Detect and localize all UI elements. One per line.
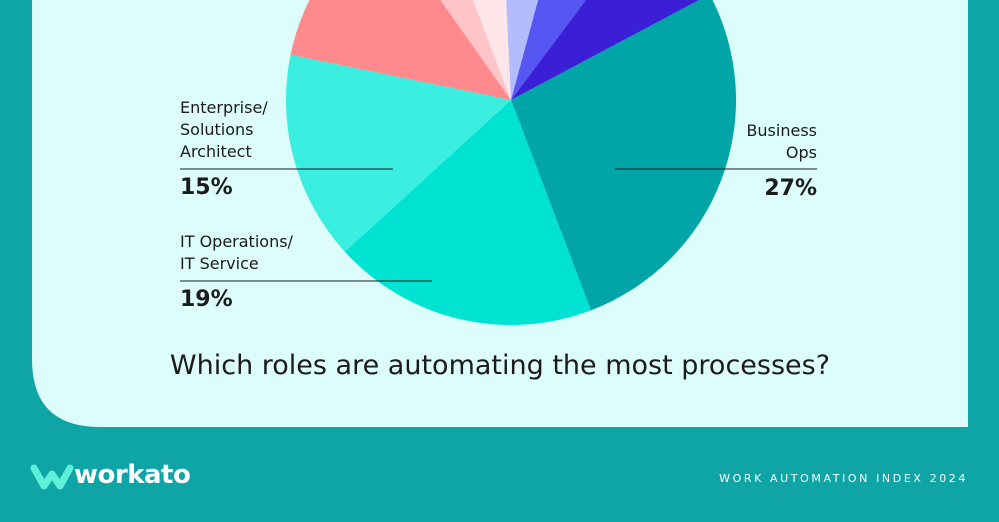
slice-label: IT Operations/ IT Service <box>180 232 293 273</box>
chart-title: Which roles are automating the most proc… <box>169 350 831 381</box>
pie-slice <box>511 0 646 100</box>
pie-slice <box>290 0 511 100</box>
pie-slice <box>381 0 511 100</box>
pie-slice <box>285 54 511 252</box>
slice-label: Enterprise/ Solutions Architect <box>180 98 268 161</box>
pie-slice <box>511 0 710 100</box>
pie-slice <box>431 0 511 100</box>
pie <box>285 0 736 325</box>
report-title: WORK AUTOMATION INDEX 2024 <box>719 472 968 485</box>
brand: workato <box>74 460 191 490</box>
value-label: 27% <box>764 176 817 201</box>
slice-label: Business Ops <box>746 121 817 162</box>
value-label: 15% <box>180 175 233 200</box>
pie-slice <box>344 100 591 325</box>
logo-mark <box>30 464 74 490</box>
pie-slice <box>500 0 570 100</box>
leaders <box>180 168 817 282</box>
value-label: 19% <box>180 287 233 312</box>
pie-slice <box>511 0 736 311</box>
